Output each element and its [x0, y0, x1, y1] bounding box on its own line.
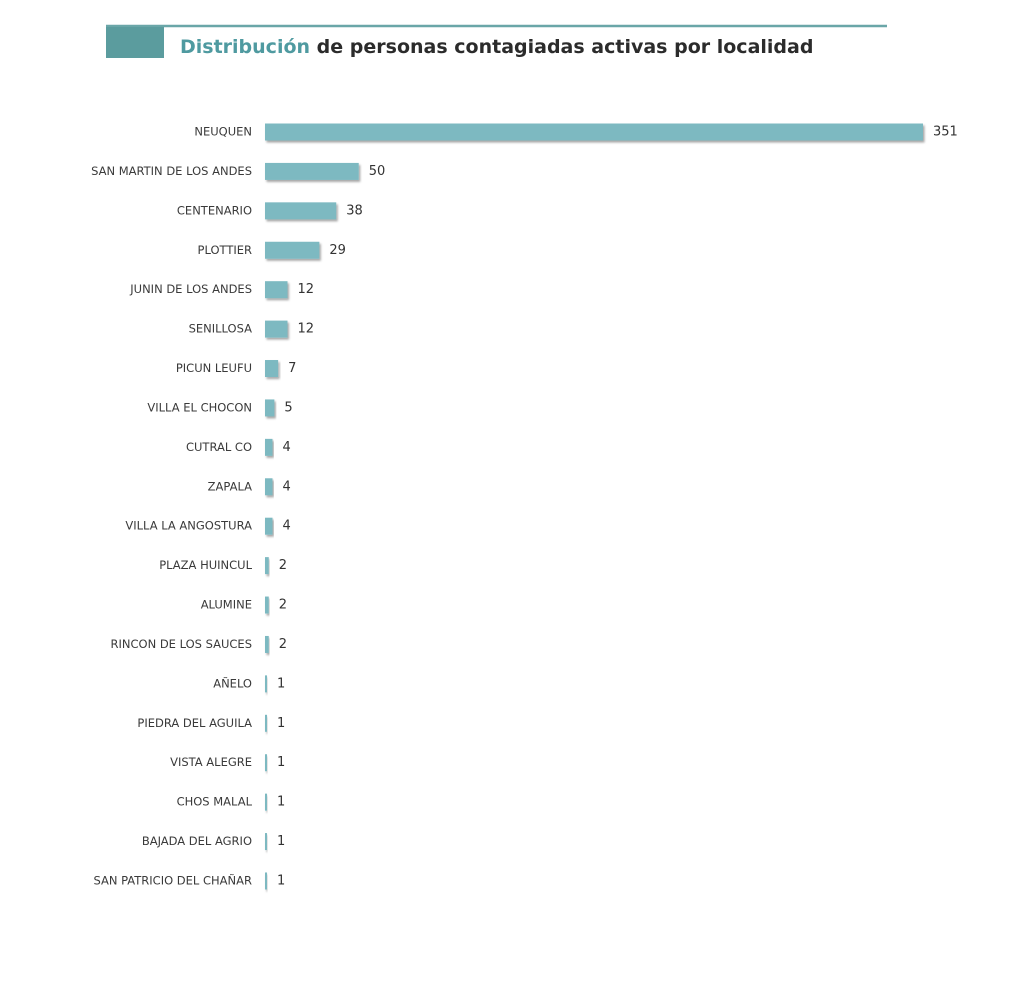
category-label: SAN MARTIN DE LOS ANDES	[91, 164, 252, 178]
bar	[265, 793, 267, 811]
bar	[265, 399, 275, 417]
value-label: 7	[288, 361, 296, 376]
bar	[265, 202, 337, 220]
category-label: SAN PATRICIO DEL CHAÑAR	[93, 872, 252, 887]
category-label: PLOTTIER	[198, 243, 252, 257]
bar	[265, 123, 923, 141]
category-label: PICUN LEUFU	[176, 361, 252, 375]
value-label: 4	[282, 519, 290, 534]
value-label: 50	[369, 164, 386, 179]
category-label: RINCON DE LOS SAUCES	[111, 637, 253, 651]
bar	[265, 872, 267, 890]
category-label: NEUQUEN	[194, 125, 252, 139]
value-label: 351	[933, 125, 958, 140]
category-label: ALUMINE	[201, 598, 252, 612]
bar	[265, 360, 279, 378]
bar	[265, 438, 273, 456]
bar	[265, 833, 267, 851]
value-label: 1	[277, 716, 285, 731]
value-label: 1	[277, 755, 285, 770]
value-label: 1	[277, 676, 285, 691]
value-label: 2	[279, 637, 287, 652]
category-label: PLAZA HUINCUL	[159, 558, 252, 572]
category-label: JUNIN DE LOS ANDES	[129, 282, 252, 296]
header-block	[106, 27, 164, 58]
category-label: SENILLOSA	[189, 322, 253, 336]
category-label: CHOS MALAL	[177, 795, 253, 809]
value-label: 1	[277, 795, 285, 810]
value-label: 12	[297, 282, 314, 297]
category-label: ZAPALA	[208, 479, 252, 493]
category-label: VILLA EL CHOCON	[147, 400, 252, 414]
bar	[265, 281, 288, 299]
value-label: 29	[329, 243, 346, 258]
chart-title: Distribución de personas contagiadas act…	[180, 36, 813, 58]
value-label: 4	[282, 479, 290, 494]
value-label: 38	[346, 203, 363, 218]
category-label: CUTRAL CO	[186, 440, 252, 454]
bar	[265, 596, 269, 614]
value-label: 1	[277, 834, 285, 849]
category-label: VISTA ALEGRE	[170, 755, 252, 769]
value-label: 1	[277, 873, 285, 888]
bar	[265, 162, 359, 180]
value-label: 2	[279, 558, 287, 573]
category-label: PIEDRA DEL AGUILA	[137, 716, 252, 730]
value-label: 12	[297, 322, 314, 337]
title-rest: de personas contagiadas activas por loca…	[317, 36, 814, 58]
bar	[265, 754, 267, 772]
bar	[265, 241, 320, 259]
bar	[265, 478, 273, 496]
value-label: 5	[284, 400, 292, 415]
bar	[265, 675, 267, 693]
title-highlight: Distribución	[180, 36, 310, 58]
bar	[265, 635, 269, 653]
category-label: CENTENARIO	[177, 203, 252, 217]
value-label: 2	[279, 598, 287, 613]
bar	[265, 557, 269, 575]
category-label: AÑELO	[213, 675, 252, 690]
bar	[265, 714, 267, 732]
bar	[265, 320, 288, 338]
bar	[265, 517, 273, 535]
category-label: VILLA LA ANGOSTURA	[125, 519, 252, 533]
value-label: 4	[282, 440, 290, 455]
category-label: BAJADA DEL AGRIO	[142, 834, 252, 848]
